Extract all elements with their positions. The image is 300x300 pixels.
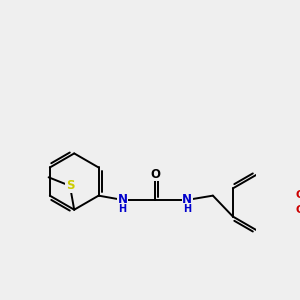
Text: H: H (183, 204, 191, 214)
Text: N: N (182, 194, 192, 206)
Text: O: O (150, 168, 160, 181)
Text: O: O (296, 205, 300, 215)
Text: N: N (118, 194, 128, 206)
Text: O: O (296, 190, 300, 200)
Text: H: H (118, 204, 127, 214)
Text: S: S (66, 179, 74, 192)
